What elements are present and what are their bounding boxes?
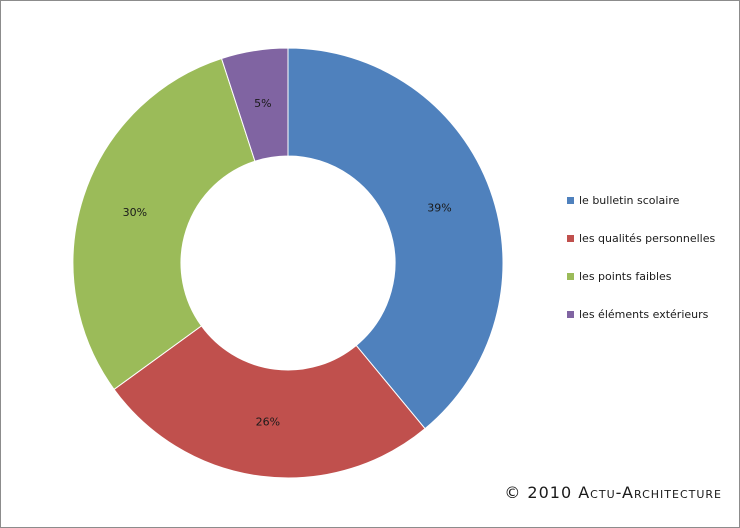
slices-group [72, 47, 504, 479]
legend-item-elements-exterieurs: les éléments extérieurs [567, 305, 715, 324]
legend-swatch-points-faibles [567, 273, 574, 280]
slice-bulletin [287, 47, 504, 430]
legend-label-elements-exterieurs: les éléments extérieurs [579, 308, 709, 321]
legend-item-qualites: les qualités personnelles [567, 229, 715, 248]
slice-qualites [113, 325, 426, 479]
legend: le bulletin scolaire les qualités person… [567, 191, 715, 343]
data-label-qualites: 26% [256, 416, 280, 429]
data-label-bulletin: 39% [427, 201, 451, 214]
legend-label-qualites: les qualités personnelles [579, 232, 716, 245]
legend-item-bulletin: le bulletin scolaire [567, 191, 715, 210]
legend-swatch-bulletin [567, 197, 574, 204]
legend-label-bulletin: le bulletin scolaire [579, 194, 680, 207]
data-label-points-faibles: 30% [123, 206, 147, 219]
slice-points-faibles [72, 57, 256, 391]
legend-swatch-qualites [567, 235, 574, 242]
data-label-elements-exterieurs: 5% [254, 97, 271, 110]
slice-elements-exterieurs [220, 47, 289, 162]
copyright-credit: © 2010 Actu-Architecture [504, 483, 722, 502]
legend-swatch-elements-exterieurs [567, 311, 574, 318]
data-labels-group: 39% 26% 30% 5% [123, 97, 452, 429]
legend-item-points-faibles: les points faibles [567, 267, 715, 286]
legend-label-points-faibles: les points faibles [579, 270, 672, 283]
